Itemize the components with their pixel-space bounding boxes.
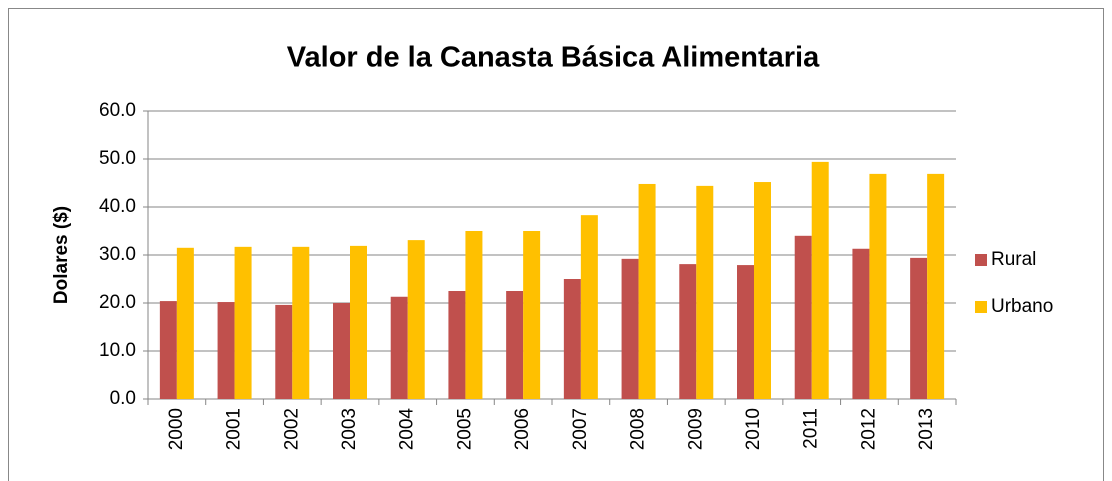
x-tick-label: 2005: [454, 408, 475, 450]
y-tick-label: 50.0: [99, 148, 136, 169]
bar: [621, 258, 639, 399]
bar: [234, 246, 252, 399]
chart-border: [8, 8, 1104, 481]
bar: [754, 182, 771, 399]
bar: [390, 296, 408, 399]
legend-label: Rural: [991, 249, 1036, 270]
legend-swatch: [975, 301, 987, 313]
x-tick-label: 2008: [628, 408, 649, 450]
y-tick-label: 60.0: [99, 100, 136, 121]
bar: [811, 161, 829, 399]
x-tick-label: 2013: [916, 408, 937, 450]
bar: [333, 303, 350, 399]
y-tick-label: 20.0: [99, 292, 136, 313]
bar: [407, 240, 425, 399]
bar: [869, 173, 887, 399]
y-tick-label: 0.0: [110, 388, 136, 409]
y-axis-label: Dolares ($): [51, 206, 72, 304]
bar: [794, 235, 812, 399]
bar: [638, 183, 656, 399]
bar: [852, 248, 870, 399]
x-tick-label: 2003: [339, 408, 360, 450]
x-tick-label: 2002: [281, 408, 302, 450]
y-tick-label: 40.0: [99, 196, 136, 217]
bar: [159, 301, 177, 399]
bar: [679, 264, 697, 399]
x-tick-label: 2006: [512, 408, 533, 450]
bar: [217, 302, 235, 399]
bar: [563, 279, 581, 399]
bar: [523, 231, 541, 399]
x-tick-label: 2012: [858, 408, 879, 450]
bar: [910, 257, 928, 399]
x-tick-label: 2001: [224, 408, 245, 450]
bar: [176, 247, 194, 399]
bar: [737, 265, 754, 399]
legend-label: Urbano: [991, 296, 1053, 317]
bar: [292, 246, 310, 399]
chart-title: Valor de la Canasta Básica Alimentaria: [287, 42, 820, 74]
y-tick-label: 30.0: [99, 244, 136, 265]
x-tick-label: 2010: [743, 408, 764, 450]
x-tick-label: 2007: [570, 408, 591, 450]
bar: [506, 291, 524, 399]
bar: [350, 245, 367, 399]
bar: [580, 215, 598, 399]
x-tick-label: 2000: [166, 408, 187, 450]
bar: [448, 291, 466, 399]
x-tick-label: 2011: [801, 408, 822, 449]
legend-swatch: [975, 254, 987, 266]
bar: [927, 173, 945, 399]
bar: [696, 185, 714, 399]
y-tick-label: 10.0: [99, 340, 136, 361]
x-tick-label: 2004: [397, 408, 418, 451]
bar: [465, 231, 483, 399]
bar: [275, 304, 293, 399]
x-tick-label: 2009: [685, 408, 706, 450]
